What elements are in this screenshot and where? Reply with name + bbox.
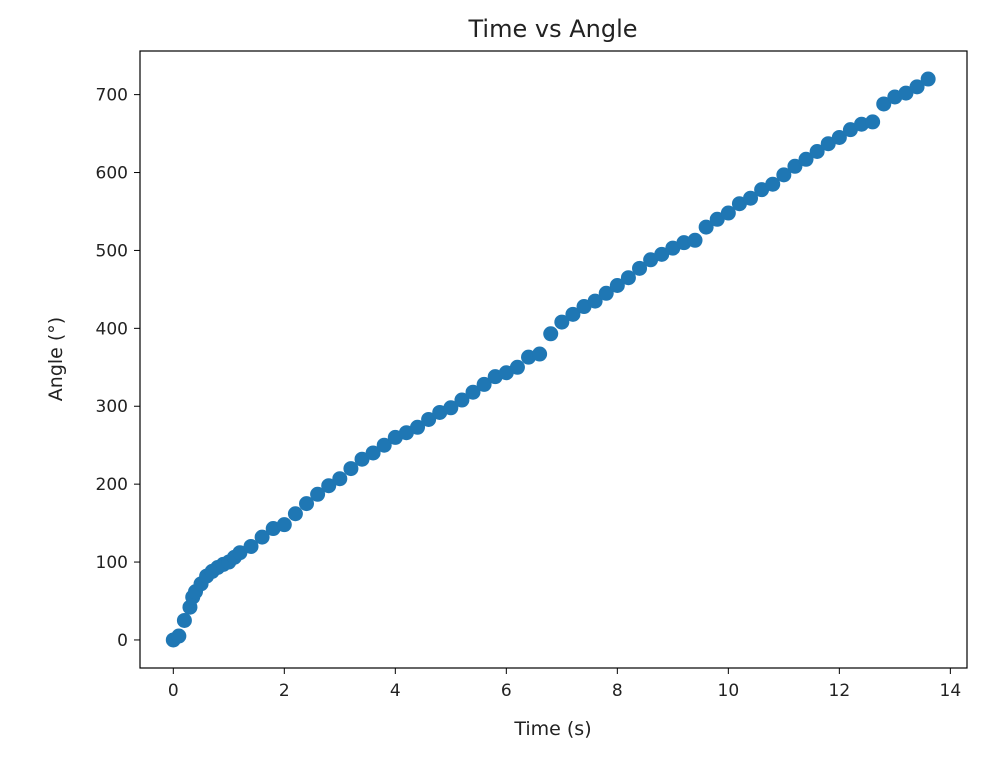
data-point — [354, 451, 370, 467]
y-axis-ticks: 0 100 200 300 400 500 600 700 — [96, 86, 140, 651]
x-axis-ticks: 0 2 4 6 8 10 12 14 — [168, 668, 961, 701]
y-tick-label: 0 — [117, 631, 128, 651]
data-point — [332, 471, 348, 487]
data-point — [554, 314, 570, 330]
data-point — [171, 628, 187, 644]
data-point — [865, 114, 881, 130]
data-point — [765, 176, 781, 192]
data-point — [587, 293, 603, 309]
data-point — [276, 517, 292, 533]
data-point — [620, 270, 636, 286]
data-point — [776, 167, 792, 183]
data-point — [709, 211, 725, 227]
data-point — [798, 151, 814, 167]
y-tick-label: 700 — [96, 86, 128, 106]
data-point — [876, 96, 892, 112]
data-point — [476, 376, 492, 392]
data-point — [543, 326, 559, 342]
data-point — [321, 478, 337, 494]
data-point — [898, 85, 914, 101]
x-tick-label: 10 — [718, 681, 740, 701]
y-tick-label: 600 — [96, 164, 128, 184]
x-tick-label: 8 — [612, 681, 623, 701]
data-point — [254, 529, 270, 545]
data-point — [287, 506, 303, 522]
x-axis-label: Time (s) — [513, 718, 591, 740]
data-point — [920, 71, 936, 87]
x-tick-label: 6 — [501, 681, 512, 701]
data-point — [410, 419, 426, 435]
data-point — [454, 392, 470, 408]
data-point — [465, 384, 481, 400]
data-point — [509, 359, 525, 375]
data-point — [576, 299, 592, 315]
data-point — [609, 277, 625, 293]
data-point — [842, 122, 858, 138]
data-point — [698, 219, 714, 235]
x-tick-label: 14 — [940, 681, 962, 701]
data-point — [909, 79, 925, 95]
data-point — [232, 545, 248, 561]
data-point — [310, 486, 326, 502]
y-tick-label: 200 — [96, 475, 128, 495]
data-point — [654, 246, 670, 262]
data-point — [365, 445, 381, 461]
data-point — [376, 437, 392, 453]
y-tick-label: 100 — [96, 553, 128, 573]
chart-title: Time vs Angle — [468, 15, 638, 43]
data-point — [443, 400, 459, 416]
data-point — [720, 205, 736, 221]
data-point — [831, 129, 847, 145]
y-tick-label: 300 — [96, 397, 128, 417]
data-point — [632, 260, 648, 276]
x-tick-label: 0 — [168, 681, 179, 701]
x-tick-label: 12 — [829, 681, 851, 701]
data-point — [731, 196, 747, 212]
data-point — [176, 612, 192, 628]
data-point — [398, 425, 414, 441]
y-tick-label: 400 — [96, 319, 128, 339]
data-point — [421, 411, 437, 427]
x-tick-label: 2 — [279, 681, 290, 701]
data-point — [498, 365, 514, 381]
data-point — [687, 232, 703, 248]
data-point — [820, 136, 836, 152]
plot-frame — [139, 50, 968, 669]
data-point — [299, 496, 315, 512]
data-point — [809, 143, 825, 159]
data-point — [243, 538, 259, 554]
data-point — [343, 461, 359, 477]
data-point — [787, 158, 803, 174]
x-tick-label: 4 — [390, 681, 401, 701]
data-point — [598, 285, 614, 301]
data-point — [565, 306, 581, 322]
data-points — [165, 71, 936, 648]
data-point — [665, 240, 681, 256]
data-point — [754, 182, 770, 198]
y-tick-label: 500 — [96, 241, 128, 261]
data-point — [532, 346, 548, 362]
data-point — [743, 190, 759, 206]
data-point — [643, 252, 659, 268]
y-axis-label: Angle (°) — [45, 317, 67, 401]
